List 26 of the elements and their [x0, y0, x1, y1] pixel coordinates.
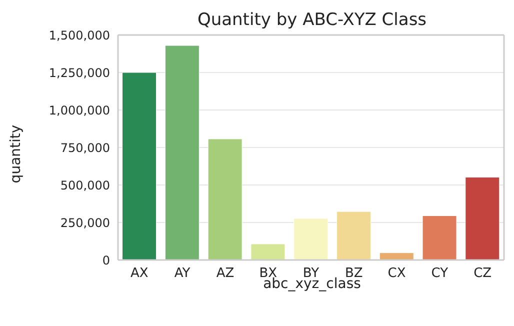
y-tick-label: 250,000 [60, 216, 110, 230]
y-tick-label: 0 [102, 253, 110, 268]
y-tick-label: 500,000 [60, 178, 110, 192]
x-tick-label: CZ [474, 266, 492, 282]
bar [379, 252, 414, 260]
bar [336, 211, 371, 260]
bar [465, 176, 500, 260]
bar [422, 216, 457, 260]
bar [122, 72, 157, 260]
y-tick-label: 1,000,000 [48, 103, 110, 118]
chart-title: Quantity by ABC-XYZ Class [196, 10, 428, 30]
x-tick-label: BZ [344, 266, 363, 282]
x-tick-label: CY [431, 266, 448, 282]
x-tick-label: BY [302, 266, 320, 282]
bar [250, 244, 286, 260]
bar [164, 45, 200, 260]
x-tick-label: AX [130, 266, 148, 282]
bar [208, 138, 242, 260]
x-tick-label: AZ [216, 266, 234, 282]
bar [294, 218, 328, 260]
y-tick-label: 750,000 [60, 140, 110, 155]
y-axis-title: quantity [8, 124, 24, 186]
y-tick-label: 1,250,000 [48, 66, 110, 80]
x-tick-label: AY [174, 266, 190, 282]
x-tick-label: CX [388, 266, 406, 282]
y-tick-label: 1,500,000 [48, 28, 110, 42]
